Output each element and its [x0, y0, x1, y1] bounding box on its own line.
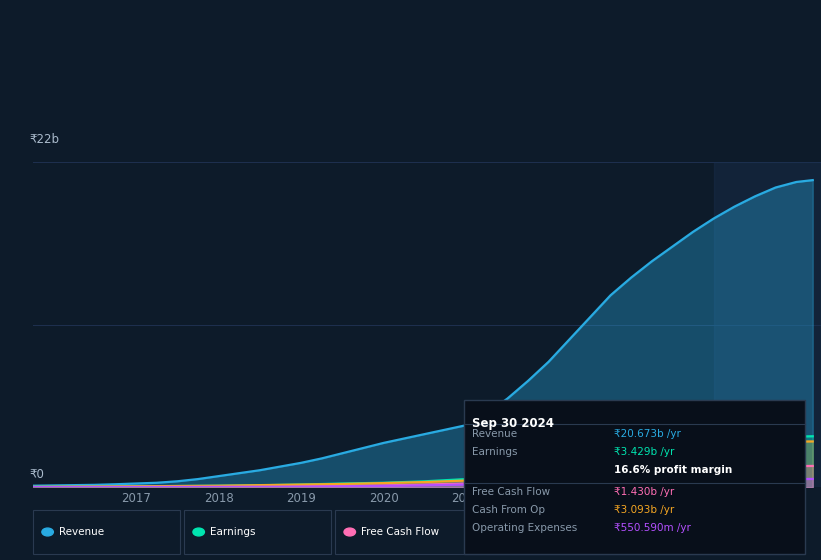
Text: Sep 30 2024: Sep 30 2024 — [472, 417, 554, 430]
Text: ₹20.673b /yr: ₹20.673b /yr — [614, 430, 681, 440]
Text: 16.6% profit margin: 16.6% profit margin — [614, 465, 732, 475]
Text: Free Cash Flow: Free Cash Flow — [472, 487, 550, 497]
Text: Revenue: Revenue — [472, 430, 517, 440]
Text: Revenue: Revenue — [59, 527, 104, 537]
Text: ₹550.590m /yr: ₹550.590m /yr — [614, 522, 690, 533]
Text: ₹3.093b /yr: ₹3.093b /yr — [614, 505, 674, 515]
Text: ₹1.430b /yr: ₹1.430b /yr — [614, 487, 674, 497]
Text: ₹0: ₹0 — [29, 468, 44, 480]
Text: ₹22b: ₹22b — [29, 133, 59, 146]
Text: Operating Expenses: Operating Expenses — [663, 527, 768, 537]
Text: Operating Expenses: Operating Expenses — [472, 522, 577, 533]
Text: ₹3.429b /yr: ₹3.429b /yr — [614, 447, 674, 457]
Text: Free Cash Flow: Free Cash Flow — [361, 527, 439, 537]
Text: Earnings: Earnings — [472, 447, 517, 457]
Bar — [713, 162, 821, 487]
Text: Earnings: Earnings — [210, 527, 255, 537]
Text: Cash From Op: Cash From Op — [472, 505, 545, 515]
Text: Cash From Op: Cash From Op — [512, 527, 585, 537]
